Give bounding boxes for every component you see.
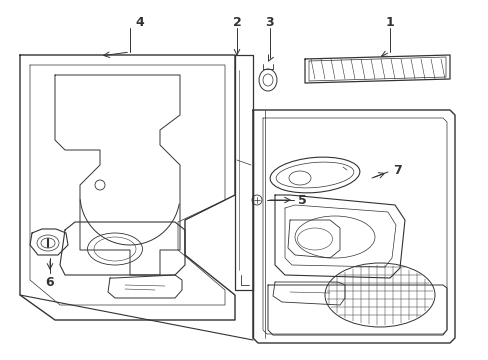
Text: 1: 1 <box>385 15 393 28</box>
Text: 4: 4 <box>135 15 144 28</box>
Text: 3: 3 <box>265 15 274 28</box>
Text: 5: 5 <box>297 194 306 207</box>
Text: 6: 6 <box>45 275 54 288</box>
Text: 7: 7 <box>392 163 401 176</box>
Text: 2: 2 <box>232 15 241 28</box>
